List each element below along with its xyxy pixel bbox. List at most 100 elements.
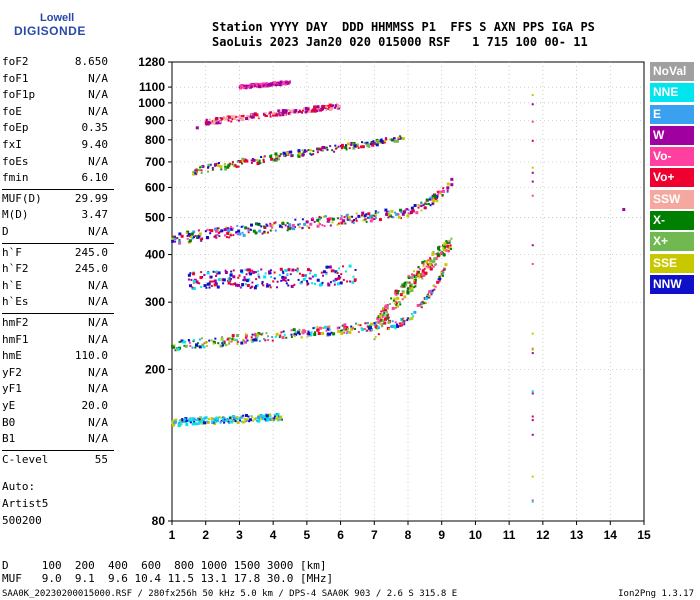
auto-artist-version: Artist5 bbox=[2, 497, 49, 510]
echo-point bbox=[316, 326, 319, 329]
echo-point bbox=[531, 332, 534, 335]
param-label: M(D) bbox=[2, 208, 29, 222]
echo-point bbox=[211, 166, 214, 169]
echo-point bbox=[531, 348, 534, 351]
echo-point bbox=[260, 333, 263, 336]
param-row: foEs N/A bbox=[2, 154, 114, 171]
echo-point bbox=[308, 109, 312, 113]
echo-point bbox=[286, 273, 289, 276]
echo-point bbox=[212, 270, 215, 273]
echo-point bbox=[401, 212, 405, 216]
echo-point bbox=[374, 212, 377, 215]
echo-point bbox=[259, 415, 262, 418]
echo-point bbox=[372, 140, 375, 143]
echo-point bbox=[424, 201, 427, 204]
echo-point bbox=[285, 336, 288, 339]
echo-point bbox=[291, 223, 295, 227]
legend-item: X+ bbox=[650, 232, 694, 252]
echo-point bbox=[423, 274, 426, 277]
echo-point bbox=[406, 214, 410, 218]
echo-point bbox=[343, 329, 346, 332]
echo-point bbox=[243, 159, 247, 163]
echo-point bbox=[191, 173, 194, 176]
echo-point bbox=[427, 259, 430, 262]
echo-point bbox=[367, 212, 371, 216]
echo-point bbox=[199, 166, 202, 169]
echo-point bbox=[387, 216, 390, 219]
echo-point bbox=[446, 244, 450, 248]
echo-point bbox=[270, 154, 273, 157]
echo-point bbox=[414, 285, 417, 288]
echo-point bbox=[301, 153, 305, 157]
echo-point bbox=[344, 270, 347, 273]
echo-point bbox=[390, 297, 393, 300]
echo-point bbox=[279, 416, 282, 419]
echo-point bbox=[442, 248, 446, 252]
echo-point bbox=[239, 286, 242, 289]
echo-point bbox=[450, 183, 454, 187]
param-value: 3.47 bbox=[81, 208, 109, 222]
echo-point bbox=[352, 146, 356, 150]
echo-point bbox=[272, 419, 275, 422]
echo-point bbox=[326, 148, 329, 151]
echo-point bbox=[531, 500, 534, 503]
echo-point bbox=[204, 120, 208, 124]
echo-point bbox=[286, 227, 289, 230]
echo-point bbox=[399, 303, 402, 306]
echo-point bbox=[359, 145, 362, 148]
echo-point bbox=[403, 295, 407, 299]
echo-point bbox=[399, 285, 402, 288]
echo-point bbox=[345, 326, 349, 330]
echo-point bbox=[244, 226, 248, 230]
echo-point bbox=[301, 109, 304, 112]
echo-point bbox=[180, 234, 184, 238]
echo-point bbox=[215, 227, 219, 231]
echo-point bbox=[389, 303, 392, 306]
echo-point bbox=[269, 115, 272, 118]
echo-point bbox=[255, 113, 259, 117]
echo-point bbox=[288, 80, 291, 83]
echo-point bbox=[354, 327, 357, 330]
echo-point bbox=[317, 331, 321, 335]
echo-point bbox=[273, 222, 276, 225]
echo-point bbox=[395, 294, 398, 297]
echo-point bbox=[251, 285, 254, 288]
param-value: N/A bbox=[88, 332, 108, 346]
echo-point bbox=[208, 122, 211, 125]
echo-point bbox=[212, 121, 216, 125]
echo-point bbox=[250, 339, 253, 342]
echo-point bbox=[242, 414, 245, 417]
lowell-digisonde-logo: Lowell DIGISONDE bbox=[4, 10, 85, 40]
echo-point bbox=[327, 325, 331, 329]
echo-point bbox=[301, 218, 304, 221]
echo-point bbox=[337, 217, 340, 220]
param-label: foEp bbox=[2, 121, 29, 135]
echo-point bbox=[438, 249, 441, 252]
echo-point bbox=[240, 420, 243, 423]
echo-point bbox=[329, 145, 332, 148]
echo-point bbox=[313, 326, 316, 329]
echo-point bbox=[222, 278, 226, 282]
echo-point bbox=[227, 420, 230, 423]
echo-point bbox=[302, 277, 306, 281]
echo-point bbox=[244, 283, 247, 286]
param-label: hmF2 bbox=[2, 316, 29, 329]
echo-point bbox=[281, 226, 284, 229]
echo-point bbox=[315, 108, 318, 111]
echo-point bbox=[384, 316, 387, 319]
echo-point bbox=[436, 193, 439, 196]
echo-point bbox=[250, 159, 253, 162]
echo-point bbox=[368, 216, 371, 219]
echo-point bbox=[445, 240, 448, 243]
echo-point bbox=[253, 112, 256, 115]
echo-point bbox=[226, 231, 230, 235]
echo-point bbox=[287, 225, 290, 228]
echo-point bbox=[276, 413, 279, 416]
echo-point bbox=[223, 163, 226, 166]
echo-point bbox=[262, 416, 266, 420]
echo-point bbox=[215, 236, 218, 239]
echo-point bbox=[283, 82, 287, 86]
echo-point bbox=[244, 413, 248, 417]
param-row: C-level 55 bbox=[2, 452, 114, 469]
